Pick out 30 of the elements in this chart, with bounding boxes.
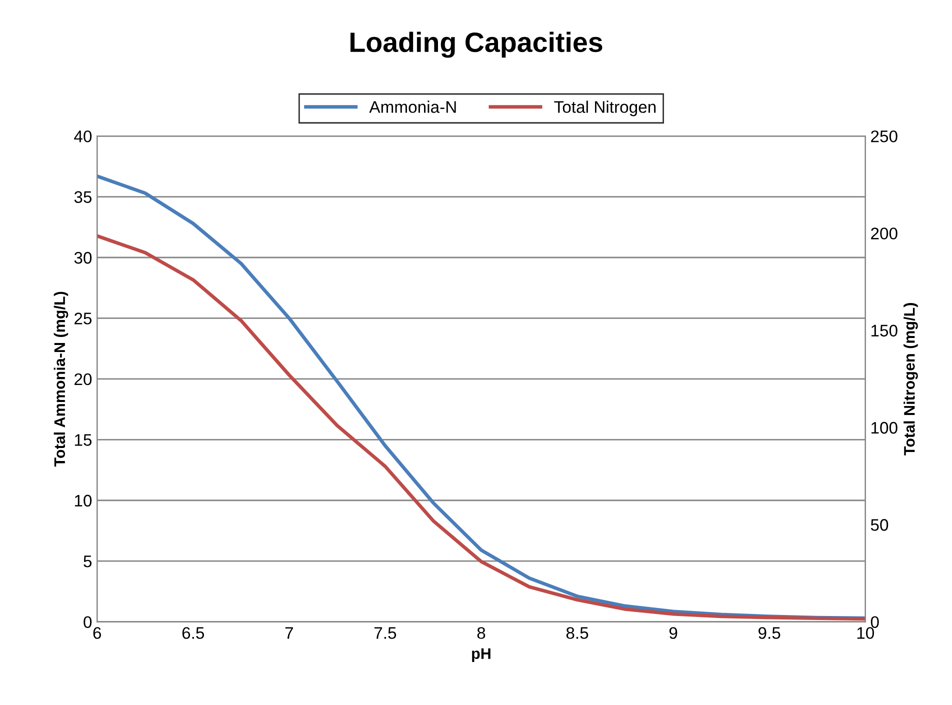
y-axis-title: Total Ammonia-N (mg/L) xyxy=(54,292,68,467)
y-tick-label: 10 xyxy=(74,494,92,507)
y2-tick-label: 50 xyxy=(870,519,888,531)
x-axis-title: pH xyxy=(472,648,490,662)
y-tick-label: 5 xyxy=(84,556,92,568)
y-tick-label: 35 xyxy=(74,191,92,203)
x-tick-label: 9 xyxy=(669,627,678,639)
y-tick-label: 15 xyxy=(74,434,92,446)
y2-tick-label: 0 xyxy=(870,616,879,628)
x-tick-label: 8 xyxy=(477,627,486,639)
x-tick-label: 6 xyxy=(93,627,102,639)
chart-title: Loading Capacities xyxy=(350,32,602,58)
y-tick-label: 25 xyxy=(74,312,92,324)
y-tick-label: 20 xyxy=(74,373,92,386)
y-tick-label: 0 xyxy=(84,616,92,628)
x-tick-label: 9.5 xyxy=(758,627,780,639)
x-tick-label: 6.5 xyxy=(182,627,204,639)
legend-label: Ammonia-N xyxy=(369,100,456,113)
y-tick-label: 30 xyxy=(74,252,92,264)
y2-tick-label: 100 xyxy=(872,422,898,434)
y2-tick-label: 250 xyxy=(871,130,898,142)
y2-tick-label: 150 xyxy=(872,324,898,337)
y2-axis-title: Total Nitrogen (mg/L) xyxy=(904,303,918,456)
x-tick-label: 7.5 xyxy=(374,627,396,639)
x-tick-label: 7 xyxy=(285,627,293,639)
x-tick-label: 10 xyxy=(857,627,874,639)
y2-tick-label: 200 xyxy=(871,228,898,240)
x-tick-label: 8.5 xyxy=(566,627,588,639)
y-tick-label: 40 xyxy=(74,130,92,142)
legend-label: Total Nitrogen xyxy=(554,100,656,116)
